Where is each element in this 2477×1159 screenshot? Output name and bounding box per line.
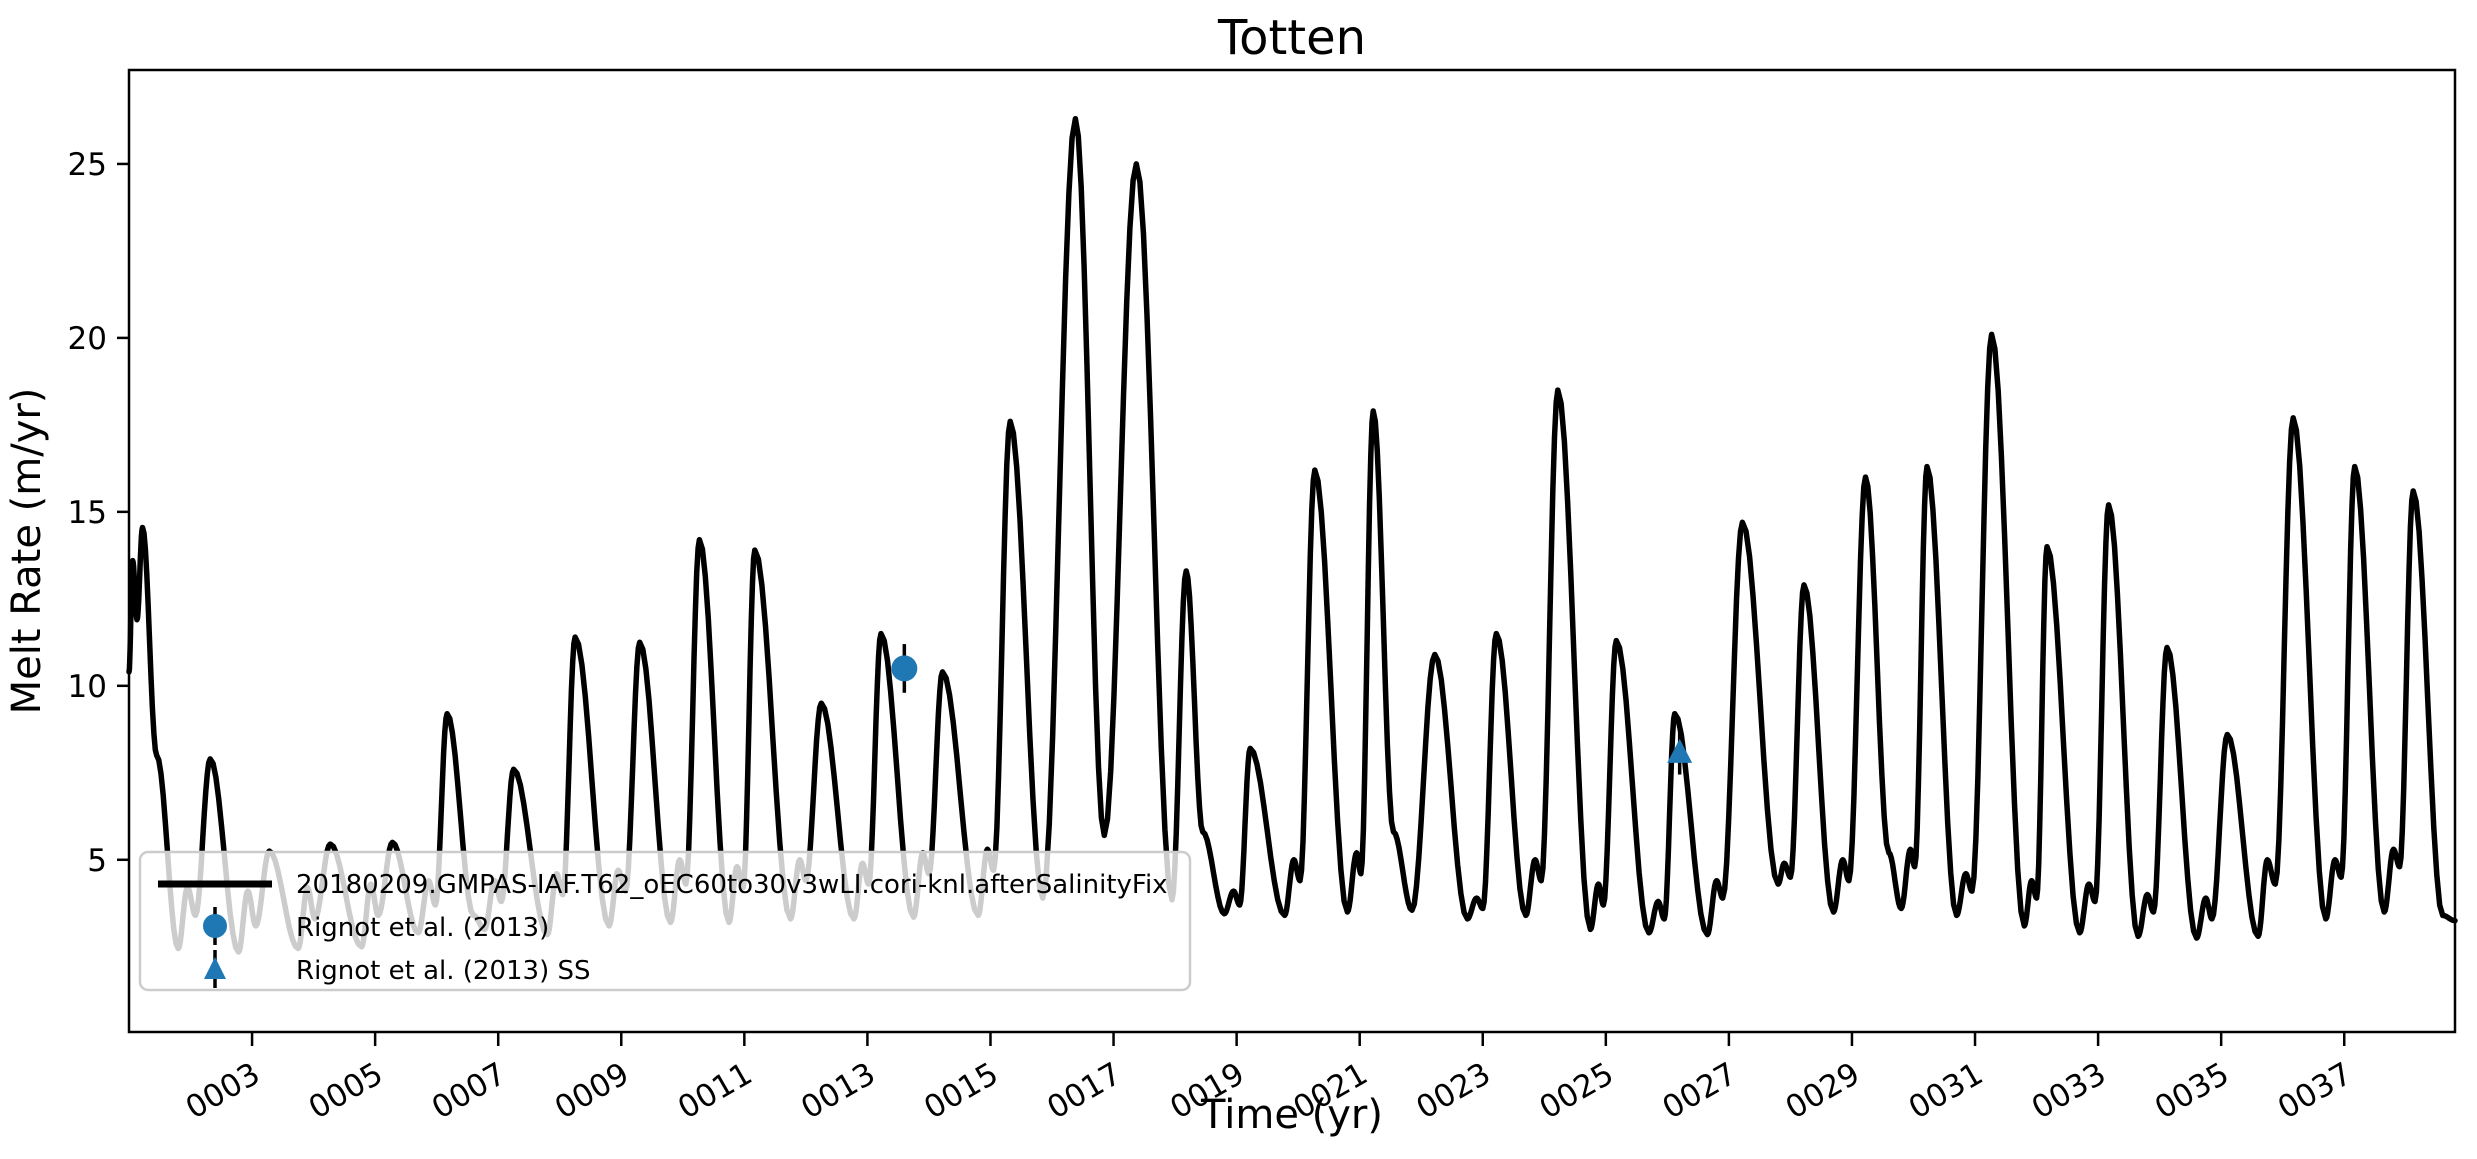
y-tick-label: 15 [68,495,107,531]
x-tick-label: 0029 [1780,1056,1866,1127]
melt-rate-series-line [126,115,2458,955]
x-tick-label: 0031 [1903,1056,1989,1127]
x-tick-label: 0011 [672,1056,758,1127]
y-tick-label: 20 [68,321,107,357]
legend-item-rignot-ss: Rignot et al. (2013) SS [296,956,591,986]
y-tick-label: 5 [87,843,107,879]
x-tick-label: 0037 [2272,1056,2358,1127]
x-tick-label: 0015 [918,1056,1004,1127]
x-tick-label: 0017 [1041,1056,1127,1127]
x-axis-label: Time (yr) [1200,1092,1383,1138]
legend-circle-marker-icon [203,914,227,938]
legend-triangle-marker-icon [204,957,226,979]
observation-triangle-marker [1667,738,1693,763]
x-tick-label: 0003 [180,1056,266,1127]
y-tick-label: 10 [68,669,107,705]
y-tick-label: 25 [68,147,107,183]
legend-item-simulation: 20180209.GMPAS-IAF.T62_oEC60to30v3wLI.co… [296,870,1168,900]
legend-box [138,850,1192,992]
y-axis-label: Melt Rate (m/yr) [4,388,50,715]
plot-border [127,68,2457,1034]
x-tick-label: 0005 [303,1056,389,1127]
x-tick-label: 0007 [426,1056,512,1127]
chart-title: Totten [1217,10,1366,66]
x-tick-label: 0025 [1533,1056,1619,1127]
legend: 20180209.GMPAS-IAF.T62_oEC60to30v3wLI.co… [138,850,1192,992]
x-tick-label: 0009 [549,1056,635,1127]
x-tick-label: 0027 [1657,1056,1743,1127]
legend-item-rignot: Rignot et al. (2013) [296,913,549,943]
x-tick-label: 0013 [795,1056,881,1127]
observation-circle-marker [891,655,918,682]
x-tick-label: 0035 [2149,1056,2235,1127]
x-tick-label: 0033 [2026,1056,2112,1127]
x-tick-label: 0023 [1410,1056,1496,1127]
